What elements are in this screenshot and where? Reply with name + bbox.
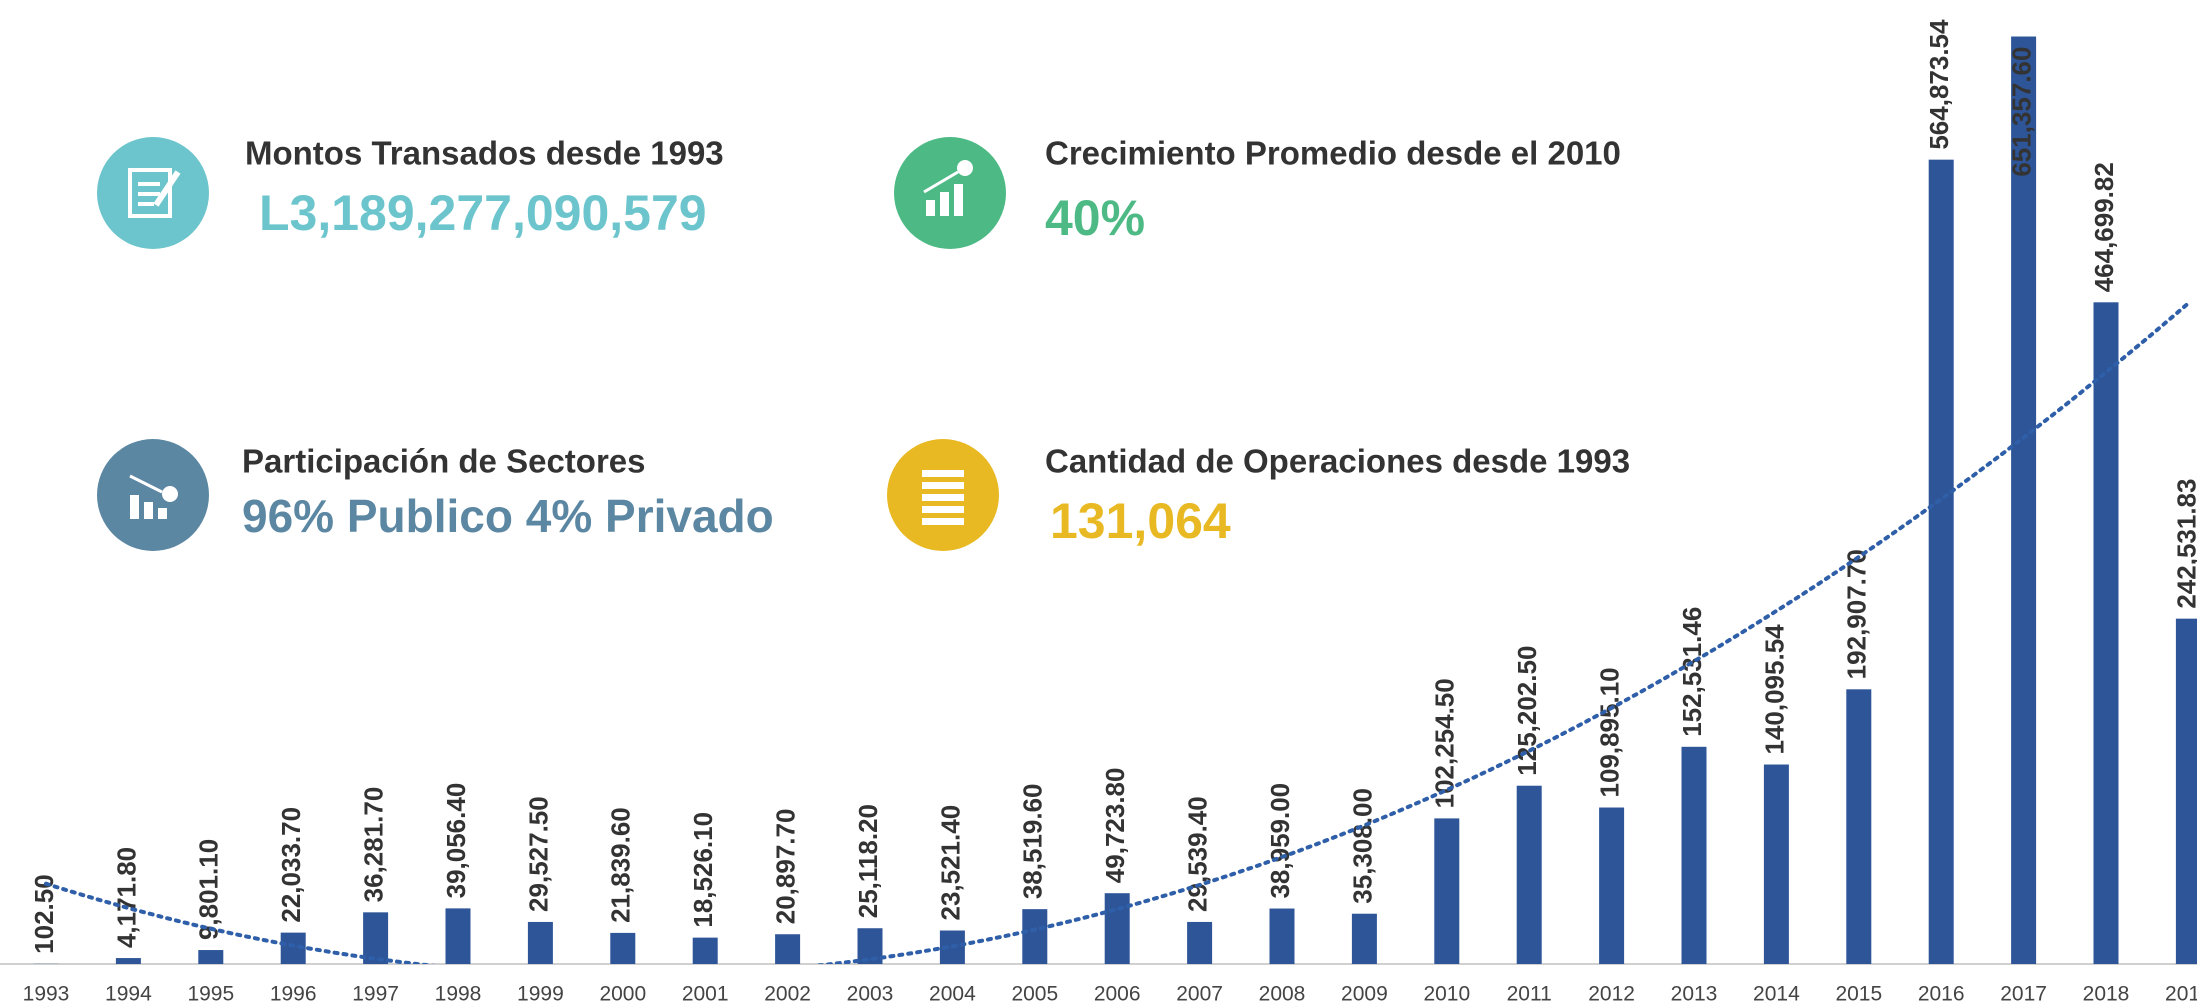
kpi-title: Montos Transados desde 1993 [245,135,724,172]
value-label: 564,873.54 [1924,19,1954,150]
bar [1846,689,1872,964]
icon-list [922,470,964,525]
bar [2093,302,2119,964]
value-label: 22,033.70 [276,807,306,923]
icon-document [128,168,181,218]
bar [1269,908,1295,964]
x-tick-label: 2015 [1835,983,1882,1004]
value-label: 20,897.70 [770,809,800,925]
kpi-card: Cantidad de Operaciones desde 1993 131,0… [887,439,1630,551]
bar [198,950,224,964]
x-tick-label: 1993 [23,983,70,1004]
bar [1351,913,1377,964]
value-label: 21,839.60 [606,807,636,923]
x-tick-label: 2009 [1341,983,1388,1004]
bar [2175,618,2197,964]
x-tick-label: 2005 [1011,983,1058,1004]
kpi-value: 96% Publico 4% Privado [242,490,774,542]
bar [1104,893,1130,964]
kpi-value: L3,189,277,090,579 [259,185,707,241]
value-label: 464,699.82 [2089,162,2119,292]
bar [1599,807,1625,964]
value-label: 18,526.10 [688,812,718,928]
bar [692,937,718,964]
bar [610,932,636,964]
value-label: 102,254.50 [1430,678,1460,808]
bar [1681,746,1707,964]
x-tick-label: 2004 [929,983,976,1004]
x-tick-label: 2016 [1918,983,1965,1004]
bar [2011,36,2037,965]
value-label: 125,202.50 [1512,646,1542,776]
value-label: 152,531.46 [1677,607,1707,737]
x-tick-label: 1997 [352,983,399,1004]
value-label: 29,539.40 [1182,796,1212,912]
value-label: 4,171.80 [111,847,141,948]
x-tick-label: 2012 [1588,983,1635,1004]
icon-decline [129,474,178,519]
bar [115,958,141,964]
bar [1516,785,1542,964]
bar [857,928,883,964]
x-tick-label: 2006 [1094,983,1141,1004]
kpi-title: Participación de Sectores [242,443,646,480]
x-tick-label: 1996 [270,983,317,1004]
x-tick-label: 2001 [682,983,729,1004]
icon-growth [923,160,973,216]
kpi-title: Cantidad de Operaciones desde 1993 [1045,443,1630,480]
bar [775,934,801,964]
bar [363,912,389,964]
value-label: 192,907.70 [1842,549,1872,679]
x-tick-label: 2019 [2165,983,2197,1004]
x-tick-label: 2000 [599,983,646,1004]
kpi-value: 131,064 [1050,493,1231,549]
value-label: 38,959.00 [1265,783,1295,899]
value-label: 36,281.70 [358,787,388,903]
bars: 1993102.5019944,171.8019959,801.10199622… [0,19,2197,1004]
x-tick-label: 2018 [2083,983,2130,1004]
x-tick-label: 2003 [847,983,894,1004]
bar [1928,159,1954,964]
value-label: 49,723.80 [1100,768,1130,884]
bar [1022,909,1048,964]
x-tick-label: 2010 [1423,983,1470,1004]
value-label: 25,118.20 [853,804,883,918]
value-label: 651,357.60 [2006,47,2036,177]
x-tick-label: 1998 [435,983,482,1004]
x-tick-label: 1995 [187,983,234,1004]
kpi-cards: Montos Transados desde 1993 L3,189,277,0… [97,135,1630,551]
kpi-card: Participación de Sectores 96% Publico 4%… [97,439,774,551]
value-label: 9,801.10 [194,839,224,940]
value-label: 29,527.50 [523,796,553,912]
x-tick-label: 2002 [764,983,811,1004]
x-tick-label: 2017 [2000,983,2047,1004]
x-tick-label: 2013 [1671,983,1718,1004]
x-tick-label: 1999 [517,983,564,1004]
kpi-icon [97,439,209,551]
x-tick-label: 2008 [1259,983,1306,1004]
bar [1187,921,1213,964]
kpi-card: Montos Transados desde 1993 L3,189,277,0… [97,135,724,249]
value-label: 23,521.40 [935,805,965,921]
x-tick-label: 2011 [1507,983,1552,1004]
kpi-title: Crecimiento Promedio desde el 2010 [1045,135,1621,172]
bar [1434,818,1460,964]
kpi-card: Crecimiento Promedio desde el 2010 40% [894,135,1621,249]
bar [527,921,553,964]
value-label: 242,531.83 [2171,479,2197,609]
value-label: 39,056.40 [441,783,471,899]
x-tick-label: 1994 [105,983,152,1004]
kpi-value: 40% [1045,190,1145,246]
value-label: 109,895.10 [1594,667,1624,797]
value-label: 38,519.60 [1018,783,1048,899]
bar [1763,764,1789,964]
kpi-icon [894,137,1006,249]
value-label: 35,308.00 [1347,788,1377,904]
x-tick-label: 2007 [1176,983,1223,1004]
bar [445,908,471,964]
value-label: 140,095.54 [1759,624,1789,755]
x-tick-label: 2014 [1753,983,1800,1004]
